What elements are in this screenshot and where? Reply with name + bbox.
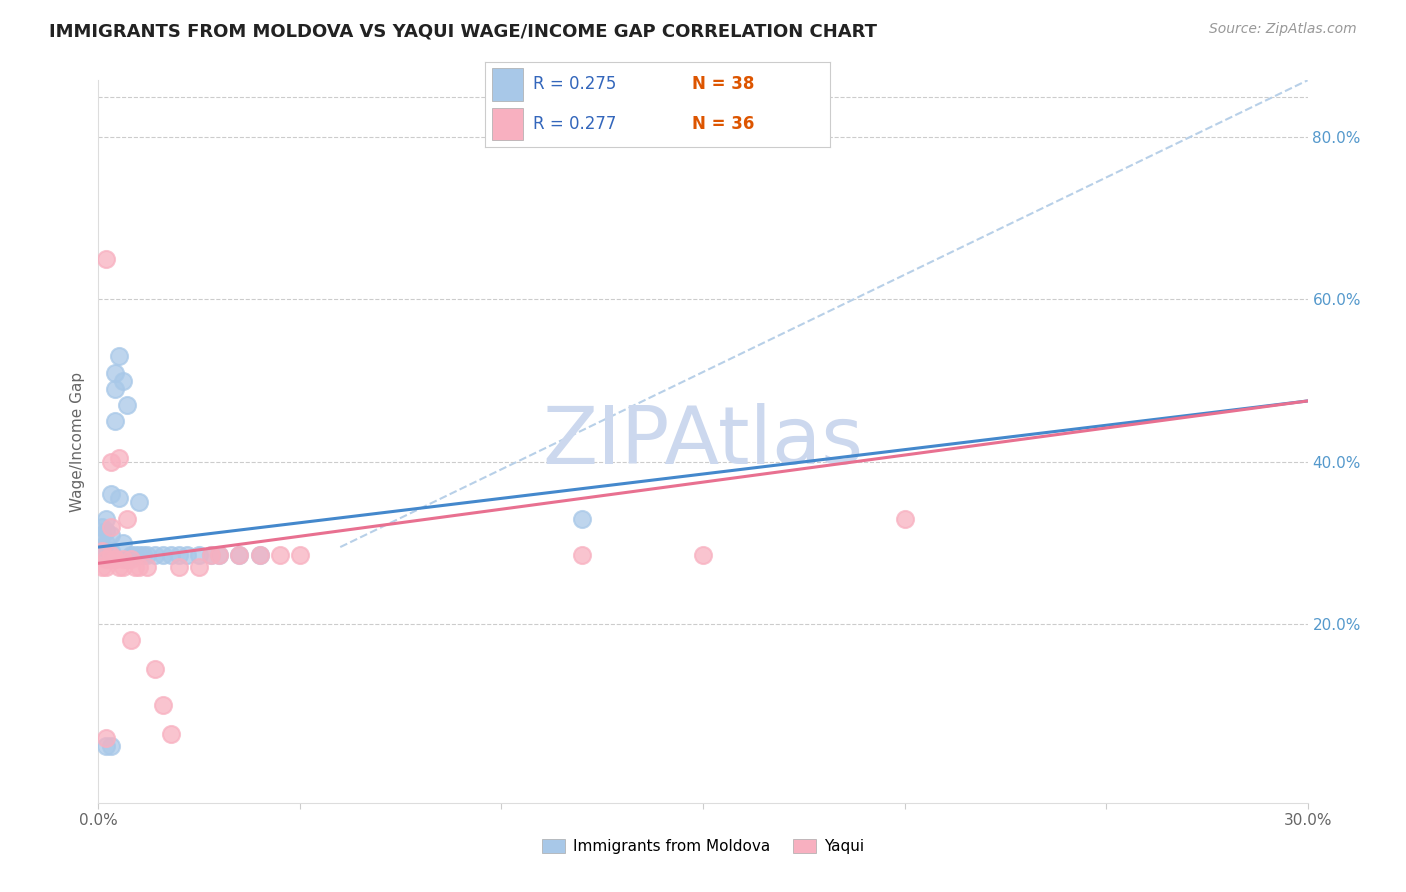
Point <box>96 511 118 525</box>
Point <box>103 366 125 380</box>
Point <box>249 548 271 562</box>
Point <box>100 487 122 501</box>
Legend: Immigrants from Moldova, Yaqui: Immigrants from Moldova, Yaqui <box>536 832 870 860</box>
Point <box>200 548 222 562</box>
Point <box>111 536 134 550</box>
Point <box>249 548 271 562</box>
Point <box>143 662 166 676</box>
Point <box>128 548 150 562</box>
Text: Source: ZipAtlas.com: Source: ZipAtlas.com <box>1209 22 1357 37</box>
Point <box>176 548 198 562</box>
Point <box>200 548 222 562</box>
Point <box>96 739 118 753</box>
Text: R = 0.275: R = 0.275 <box>533 76 617 94</box>
Point <box>91 560 114 574</box>
Text: N = 38: N = 38 <box>692 76 754 94</box>
Point <box>111 374 134 388</box>
Point <box>893 511 915 525</box>
Point <box>111 552 134 566</box>
Point <box>107 450 129 465</box>
Point <box>107 560 129 574</box>
Point <box>103 414 125 428</box>
Point <box>152 548 174 562</box>
Point <box>100 544 122 558</box>
Point <box>228 548 250 562</box>
Point <box>96 536 118 550</box>
Point <box>100 520 122 534</box>
Point <box>188 560 211 574</box>
Point <box>115 552 138 566</box>
Point <box>100 548 122 562</box>
Text: IMMIGRANTS FROM MOLDOVA VS YAQUI WAGE/INCOME GAP CORRELATION CHART: IMMIGRANTS FROM MOLDOVA VS YAQUI WAGE/IN… <box>49 22 877 40</box>
Text: ZIPAtlas: ZIPAtlas <box>543 402 863 481</box>
Point <box>115 398 138 412</box>
Point <box>91 544 114 558</box>
Point <box>692 548 714 562</box>
Point <box>115 511 138 525</box>
Y-axis label: Wage/Income Gap: Wage/Income Gap <box>69 371 84 512</box>
Point <box>571 548 593 562</box>
Point <box>91 528 114 542</box>
FancyBboxPatch shape <box>492 108 523 140</box>
Point <box>91 520 114 534</box>
Point <box>135 548 157 562</box>
Point <box>160 727 183 741</box>
Point <box>96 552 118 566</box>
Point <box>132 548 155 562</box>
Point <box>96 731 118 745</box>
Point <box>96 548 118 562</box>
Point <box>103 552 125 566</box>
Point <box>160 548 183 562</box>
Point <box>111 560 134 574</box>
Point <box>96 524 118 538</box>
Point <box>124 548 146 562</box>
Point <box>208 548 231 562</box>
Point <box>124 560 146 574</box>
Point <box>100 528 122 542</box>
Point <box>107 349 129 363</box>
Text: N = 36: N = 36 <box>692 115 754 133</box>
Point <box>288 548 311 562</box>
Text: R = 0.277: R = 0.277 <box>533 115 617 133</box>
Point <box>120 633 142 648</box>
Point <box>107 491 129 506</box>
Point <box>167 548 190 562</box>
Point <box>103 382 125 396</box>
Point <box>120 552 142 566</box>
Point <box>128 560 150 574</box>
Point <box>96 252 118 266</box>
Point <box>143 548 166 562</box>
Point <box>128 495 150 509</box>
Point <box>188 548 211 562</box>
Point <box>91 540 114 554</box>
Point <box>208 548 231 562</box>
Point <box>100 455 122 469</box>
Point <box>152 698 174 713</box>
Point <box>571 511 593 525</box>
Point <box>228 548 250 562</box>
Point <box>96 560 118 574</box>
Point <box>103 552 125 566</box>
FancyBboxPatch shape <box>492 69 523 101</box>
Point <box>120 548 142 562</box>
Point <box>269 548 291 562</box>
Point <box>100 739 122 753</box>
Point <box>167 560 190 574</box>
Point <box>135 560 157 574</box>
